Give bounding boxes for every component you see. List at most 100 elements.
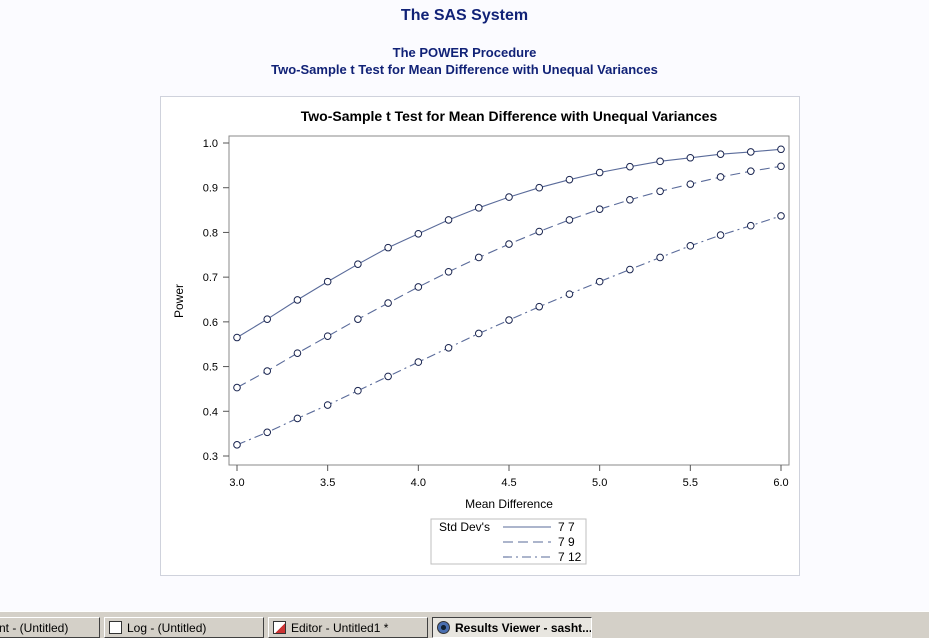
data-point (656, 253, 664, 262)
y-tick-label: 0.6 (203, 317, 218, 329)
legend-entries: 7 77 97 12 (503, 520, 582, 564)
data-point (263, 367, 272, 375)
x-tick-label: 4.0 (411, 477, 426, 489)
x-tick-label: 3.5 (320, 477, 335, 489)
procedure-subtitle: Two-Sample t Test for Mean Difference wi… (271, 62, 658, 77)
series-7-7 (233, 145, 785, 342)
data-point (595, 205, 604, 213)
y-tick-label: 0.8 (203, 227, 218, 239)
data-point (565, 175, 574, 184)
taskbar-item-editor[interactable]: Editor - Untitled1 * (268, 617, 428, 638)
data-point (444, 267, 453, 276)
data-point (656, 157, 664, 166)
data-point (565, 290, 574, 298)
data-point (686, 153, 695, 162)
x-tick-label: 5.5 (683, 477, 698, 489)
taskbar-item-label: Editor - Untitled1 * (291, 621, 389, 635)
data-point (323, 332, 332, 340)
taskbar-item-results-viewer[interactable]: Results Viewer - sasht... (432, 617, 592, 638)
taskbar-item-label: nt - (Untitled) (0, 621, 69, 635)
data-point (293, 414, 302, 423)
data-point (686, 242, 695, 250)
x-tick-label: 6.0 (773, 477, 788, 489)
power-chart: Two-Sample t Test for Mean Difference wi… (172, 108, 790, 565)
legend: Std Dev's 7 77 97 12 (430, 518, 587, 565)
data-point (474, 204, 483, 212)
data-point (626, 162, 634, 171)
system-title: The SAS System (400, 7, 529, 24)
editor-icon (273, 621, 286, 634)
data-point (293, 296, 302, 304)
data-point (777, 162, 785, 171)
data-point (535, 227, 544, 236)
log-icon (109, 621, 122, 634)
graph-frame: Two-Sample t Test for Mean Difference wi… (160, 96, 800, 576)
data-point (323, 277, 332, 286)
y-tick-label: 0.3 (203, 451, 218, 463)
data-point (233, 333, 241, 342)
legend-label: 7 12 (558, 550, 582, 564)
data-point (505, 240, 513, 248)
data-point (414, 283, 423, 291)
data-point (384, 299, 392, 307)
legend-title: Std Dev's (439, 520, 490, 534)
y-tick-label: 0.4 (203, 406, 218, 418)
data-point (595, 277, 604, 286)
procedure-title: The POWER Procedure (392, 45, 537, 60)
chart-title: Two-Sample t Test for Mean Difference wi… (301, 108, 718, 124)
data-point (354, 315, 362, 323)
taskbar-item-label: Log - (Untitled) (127, 621, 207, 635)
data-point (474, 329, 483, 338)
data-point (354, 260, 362, 268)
data-point (746, 221, 755, 230)
data-point (323, 401, 332, 409)
data-point (505, 193, 513, 201)
data-point (746, 148, 755, 156)
y-tick-label: 0.9 (203, 183, 218, 195)
x-tick-label: 5.0 (592, 477, 607, 489)
data-point (626, 195, 634, 204)
data-point (716, 173, 725, 181)
data-point (233, 441, 241, 449)
series-layer (233, 145, 785, 449)
data-point (384, 372, 392, 381)
data-point (474, 253, 483, 262)
results-viewer-icon (437, 621, 450, 634)
data-point (656, 187, 664, 196)
y-axis-label: Power (172, 284, 186, 318)
data-point (777, 145, 785, 154)
data-point (565, 216, 574, 224)
taskbar-item-output[interactable]: nt - (Untitled) (0, 617, 100, 638)
taskbar-item-log[interactable]: Log - (Untitled) (104, 617, 264, 638)
x-tick-label: 3.0 (229, 477, 244, 489)
data-point (686, 180, 695, 188)
data-point (716, 150, 725, 158)
data-point (746, 167, 755, 175)
x-axis: 3.0 3.5 4.0 4.5 5.0 5.5 6.0 (229, 465, 789, 489)
taskbar: nt - (Untitled) Log - (Untitled) Editor … (0, 611, 929, 638)
data-point (535, 183, 544, 192)
data-point (505, 316, 513, 324)
data-point (595, 168, 604, 177)
data-point (414, 358, 423, 366)
y-tick-label: 0.7 (203, 272, 218, 284)
data-point (444, 343, 453, 352)
data-point (716, 231, 725, 239)
data-point (444, 216, 453, 224)
data-point (263, 428, 272, 437)
data-point (354, 386, 362, 395)
data-point (626, 265, 634, 274)
data-point (233, 383, 241, 392)
data-point (293, 349, 302, 357)
data-point (777, 212, 785, 220)
plot-area (228, 135, 790, 466)
taskbar-item-label: Results Viewer - sasht... (455, 621, 592, 635)
data-point (263, 315, 272, 323)
y-axis: 0.3 0.4 0.5 0.6 0.7 0.8 0.9 1.0 (203, 138, 229, 463)
series-7-9 (233, 162, 785, 392)
legend-label: 7 7 (558, 520, 575, 534)
x-axis-label: Mean Difference (465, 497, 553, 511)
data-point (384, 243, 392, 252)
x-tick-label: 4.5 (501, 477, 516, 489)
y-tick-label: 0.5 (203, 362, 218, 374)
